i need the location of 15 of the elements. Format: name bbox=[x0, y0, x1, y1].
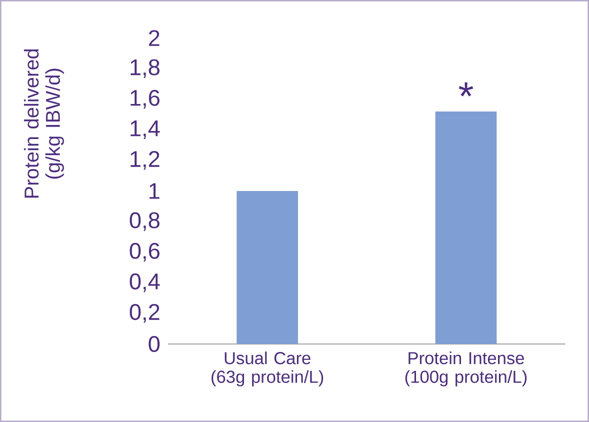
annotation: * bbox=[458, 82, 474, 96]
y-tick-label: 0,4 bbox=[130, 273, 160, 292]
x-tick-label: Usual Care (63g protein/L) bbox=[212, 352, 324, 386]
y-tick-label: 0,6 bbox=[130, 242, 160, 262]
y-tick-label: 0 bbox=[148, 336, 160, 352]
y-tick-label: 0,2 bbox=[130, 304, 160, 323]
y-tick-label: 1 bbox=[150, 183, 160, 199]
y-tick-label: 1,4 bbox=[130, 120, 160, 140]
x-tick-label: Protein Intense (100g protein/L) bbox=[405, 352, 527, 386]
y-tick-label: 1,2 bbox=[130, 151, 160, 170]
y-tick-label: 1,6 bbox=[130, 90, 160, 109]
y-tick-label: 0,8 bbox=[130, 212, 160, 231]
y-tick-label: 1,8 bbox=[130, 59, 160, 78]
y-tick-label: 2 bbox=[148, 30, 160, 46]
y-axis-title: Protein delivered (g/kg IBW/d) bbox=[24, 49, 64, 198]
